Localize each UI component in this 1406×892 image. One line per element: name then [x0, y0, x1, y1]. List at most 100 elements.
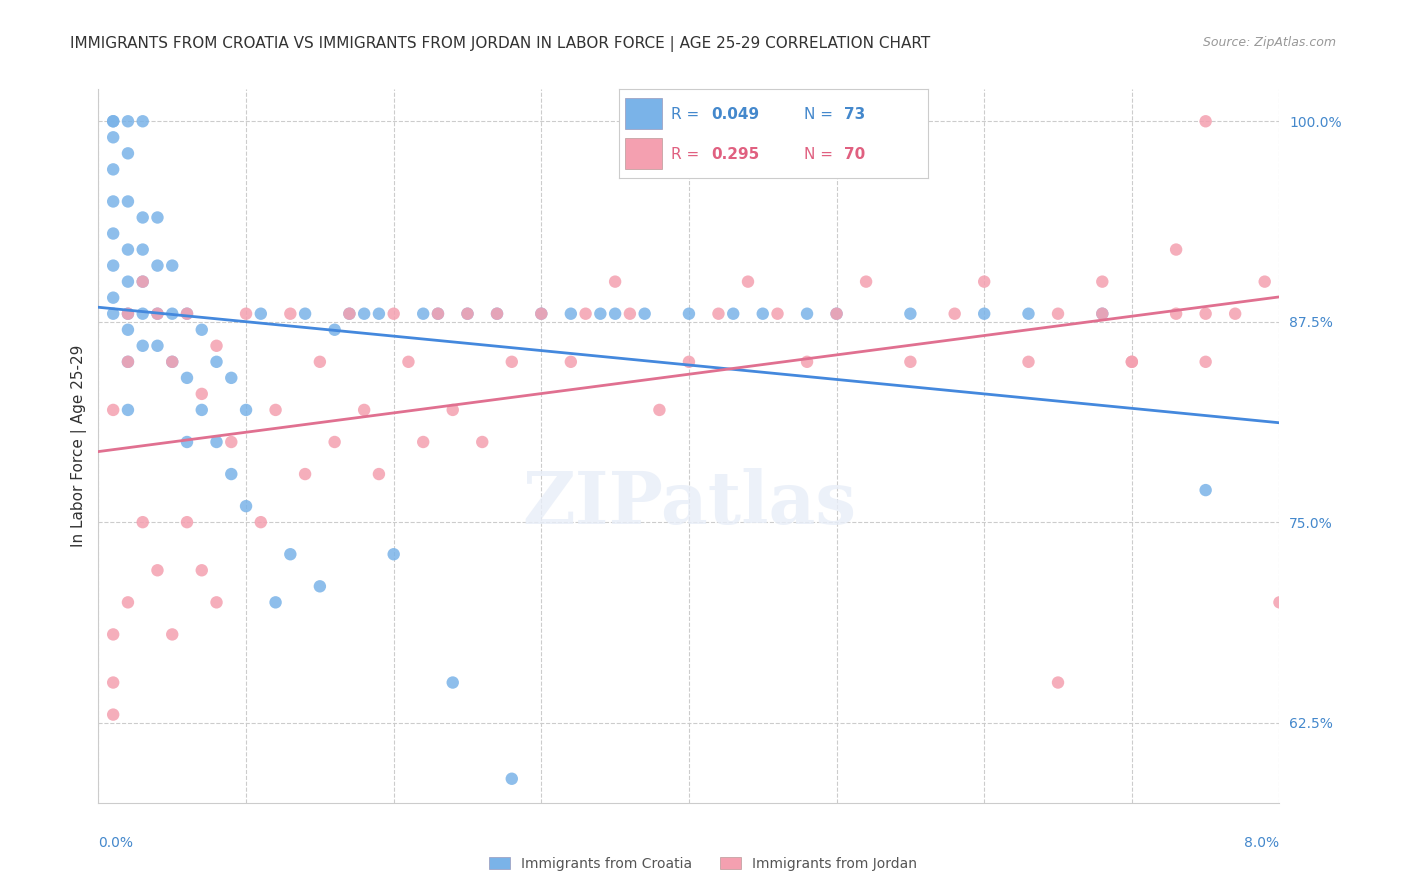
- Point: [648, 403, 671, 417]
- Point: [501, 772, 523, 786]
- Point: [426, 307, 449, 321]
- Point: [721, 307, 744, 321]
- Point: [1046, 307, 1069, 321]
- Point: [766, 307, 789, 321]
- Point: [1194, 483, 1216, 497]
- Point: [103, 114, 125, 128]
- Point: [117, 307, 139, 321]
- Point: [162, 627, 183, 641]
- Point: [294, 467, 316, 481]
- Point: [943, 307, 966, 321]
- Point: [117, 194, 139, 209]
- Point: [737, 275, 759, 289]
- Point: [176, 435, 198, 450]
- Point: [146, 259, 169, 273]
- FancyBboxPatch shape: [624, 138, 662, 169]
- Point: [132, 275, 155, 289]
- Point: [605, 275, 627, 289]
- Text: IMMIGRANTS FROM CROATIA VS IMMIGRANTS FROM JORDAN IN LABOR FORCE | AGE 25-29 COR: IMMIGRANTS FROM CROATIA VS IMMIGRANTS FR…: [70, 36, 931, 52]
- Point: [1268, 595, 1291, 609]
- Legend: Immigrants from Croatia, Immigrants from Jordan: Immigrants from Croatia, Immigrants from…: [484, 851, 922, 876]
- Point: [132, 339, 155, 353]
- Point: [162, 355, 183, 369]
- Point: [560, 355, 582, 369]
- Point: [264, 403, 287, 417]
- Point: [117, 243, 139, 257]
- Point: [308, 355, 332, 369]
- Point: [146, 339, 169, 353]
- Point: [103, 114, 125, 128]
- Point: [973, 275, 995, 289]
- Point: [530, 307, 553, 321]
- Point: [117, 114, 139, 128]
- Point: [412, 307, 434, 321]
- Point: [1194, 114, 1216, 128]
- Point: [605, 307, 627, 321]
- Point: [176, 307, 198, 321]
- Point: [278, 547, 302, 561]
- Point: [278, 307, 302, 321]
- Point: [501, 355, 523, 369]
- Point: [441, 403, 464, 417]
- Point: [825, 307, 848, 321]
- Point: [205, 355, 228, 369]
- Point: [235, 499, 257, 513]
- Point: [633, 307, 655, 321]
- Point: [1017, 307, 1039, 321]
- Point: [235, 403, 257, 417]
- Point: [796, 355, 818, 369]
- Point: [117, 403, 139, 417]
- Point: [367, 307, 389, 321]
- Point: [337, 307, 360, 321]
- Point: [117, 355, 139, 369]
- Point: [367, 467, 389, 481]
- Point: [235, 307, 257, 321]
- Point: [1017, 355, 1039, 369]
- Y-axis label: In Labor Force | Age 25-29: In Labor Force | Age 25-29: [72, 345, 87, 547]
- Point: [471, 435, 494, 450]
- Point: [1194, 307, 1216, 321]
- Point: [132, 515, 155, 529]
- Point: [205, 435, 228, 450]
- Point: [205, 339, 228, 353]
- Point: [146, 211, 169, 225]
- Point: [308, 579, 332, 593]
- Point: [103, 403, 125, 417]
- Point: [396, 355, 419, 369]
- Point: [825, 307, 848, 321]
- Point: [678, 355, 700, 369]
- Point: [162, 307, 183, 321]
- Point: [900, 307, 922, 321]
- Point: [103, 627, 125, 641]
- Point: [574, 307, 596, 321]
- Point: [264, 595, 287, 609]
- Point: [176, 515, 198, 529]
- Point: [1254, 275, 1277, 289]
- Text: 73: 73: [845, 107, 866, 121]
- Point: [382, 547, 405, 561]
- Point: [219, 435, 242, 450]
- Text: 0.049: 0.049: [711, 107, 759, 121]
- Point: [162, 259, 183, 273]
- Point: [1194, 355, 1216, 369]
- Point: [678, 307, 700, 321]
- Point: [117, 275, 139, 289]
- Point: [103, 194, 125, 209]
- Point: [441, 675, 464, 690]
- Point: [1091, 307, 1114, 321]
- Point: [456, 307, 478, 321]
- Point: [117, 146, 139, 161]
- Point: [103, 707, 125, 722]
- Point: [973, 307, 995, 321]
- Point: [191, 387, 214, 401]
- Point: [323, 323, 346, 337]
- FancyBboxPatch shape: [624, 98, 662, 129]
- Point: [250, 515, 273, 529]
- Text: N =: N =: [804, 107, 838, 121]
- Point: [103, 162, 125, 177]
- Point: [146, 307, 169, 321]
- Point: [146, 563, 169, 577]
- Point: [294, 307, 316, 321]
- Point: [103, 259, 125, 273]
- Point: [796, 307, 818, 321]
